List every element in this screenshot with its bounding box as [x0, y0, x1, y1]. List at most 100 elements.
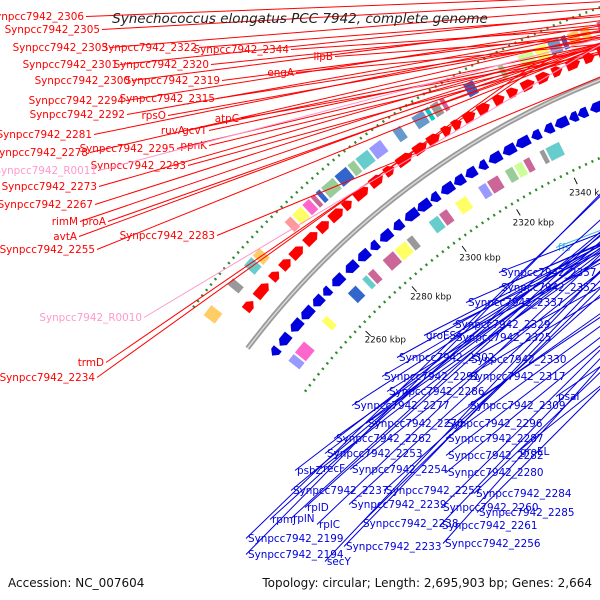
forward-gene-label-leader: [94, 43, 600, 205]
forward-gene-arrow: [252, 283, 269, 301]
reverse-gene-arrow: [543, 122, 556, 134]
rna-gene-label-leader: [143, 44, 600, 318]
cog-block-outer: [368, 139, 389, 160]
reverse-gene-label: rplN: [293, 513, 315, 525]
reverse-gene-arrow: [502, 142, 518, 156]
cog-block-inner: [394, 241, 414, 261]
reverse-gene-label: Synpcc7942_2194: [248, 549, 344, 561]
cog-block-outer: [392, 125, 408, 143]
cog-block-inner: [406, 235, 421, 251]
cog-block-outer: [203, 305, 223, 324]
cog-block-inner: [439, 209, 455, 226]
reverse-gene-label-leader: [304, 241, 600, 508]
forward-gene-arrow: [302, 232, 318, 248]
forward-gene-label: Synpcc7942_2255: [0, 244, 95, 256]
reverse-gene-arrow: [370, 239, 381, 251]
reverse-gene-arrow: [430, 190, 442, 203]
forward-gene-label-leader: [125, 25, 600, 101]
reverse-gene-label: Synpcc7942_2237: [293, 485, 388, 497]
reverse-gene-arrow: [301, 304, 316, 320]
forward-gene-label-leader: [93, 31, 600, 135]
backbone-highlight: [246, 79, 600, 349]
forward-gene-label: trmD: [78, 357, 104, 369]
reverse-gene-arrow: [393, 218, 406, 231]
cog-block-outer: [411, 110, 430, 130]
trna-gene-label: ffs: [558, 242, 571, 254]
reverse-gene-label-leader: [467, 316, 600, 406]
cog-block-inner: [454, 195, 474, 215]
forward-gene-label-leader: [119, 14, 600, 65]
reverse-gene-label-leader: [324, 270, 600, 562]
reverse-gene-arrow: [332, 272, 347, 287]
forward-gene-label: Synpcc7942_2278: [0, 147, 88, 159]
reverse-gene-label: Synpcc7942_2330: [471, 354, 566, 366]
reverse-gene-label: Synpcc7942_2261: [442, 520, 537, 532]
kbp-tick-label: 2280 kbp: [410, 293, 452, 303]
reverse-gene-arrow: [554, 115, 570, 129]
forward-gene-label-leader: [216, 76, 600, 236]
reverse-gene-label: Synpcc7942_2285: [479, 507, 574, 519]
kbp-tick: [461, 245, 467, 252]
reverse-gene-label: Synpcc7942_2199: [248, 533, 343, 545]
forward-gene-arrow: [351, 186, 369, 202]
reverse-gene-arrow: [271, 345, 282, 356]
reverse-gene-label-leader: [396, 245, 600, 358]
reverse-gene-label: Synpcc7942_2262: [336, 433, 431, 445]
reverse-gene-label-leader: [442, 366, 600, 544]
cog-block-outer: [302, 198, 319, 216]
reverse-gene-arrow: [417, 197, 433, 212]
reverse-gene-label: Synpcc7942_2317: [470, 371, 565, 383]
reverse-gene-label-leader: [498, 243, 600, 288]
forward-gene-arrow: [288, 246, 303, 261]
cog-block-outer: [310, 194, 324, 208]
forward-gene-label-leader: [176, 47, 600, 149]
cog-block-outer: [424, 106, 436, 121]
cog-block-inner: [568, 132, 585, 150]
forward-gene-label-leader: [109, 7, 600, 48]
reverse-gene-arrow: [323, 285, 334, 296]
forward-gene-arrow: [596, 47, 600, 59]
reverse-gene-arrow: [345, 259, 360, 273]
reverse-gene-label-leader: [383, 294, 600, 491]
forward-gene-arrow: [440, 125, 452, 138]
reverse-gene-label-leader: [444, 313, 600, 424]
reverse-gene-label-leader: [360, 287, 600, 524]
forward-gene-label: Synpcc7942_2305: [5, 24, 100, 36]
forward-gene-arrow: [278, 259, 291, 272]
forward-gene-label: Synpcc7942_2273: [2, 181, 97, 193]
cog-block-outer: [284, 216, 301, 233]
reverse-gene-label-leader: [365, 259, 600, 424]
reverse-gene-arrow: [577, 106, 590, 119]
forward-gene-arrow: [327, 208, 343, 224]
forward-gene-label-leader: [240, 53, 600, 119]
forward-gene-arrow: [461, 111, 476, 124]
forward-gene-label-leader: [78, 44, 600, 237]
reverse-gene-label-leader: [269, 219, 600, 520]
reverse-gene-label-leader: [445, 337, 600, 456]
forward-gene-label: gcvT: [182, 125, 207, 137]
reverse-gene-arrow: [465, 165, 479, 179]
reverse-gene-label-leader: [343, 280, 600, 547]
topology-summary: Topology: circular; Length: 2,695,903 bp…: [261, 576, 592, 590]
reverse-gene-label: Synpcc7942_2260: [443, 502, 538, 514]
reverse-gene-label-leader: [351, 244, 600, 406]
reverse-gene-arrow: [313, 293, 326, 307]
gene-labels: Synpcc7942_2306Synpcc7942_2305Synpcc7942…: [0, 0, 600, 568]
cog-block-inner: [486, 175, 505, 194]
forward-gene-label: Synpcc7942_2315: [120, 93, 215, 105]
forward-gene-label: avtA: [53, 231, 78, 243]
reverse-gene-label-leader: [498, 232, 600, 273]
forward-gene-arrow: [268, 271, 280, 283]
reverse-gene-label-leader: [316, 254, 600, 525]
cog-block-inner: [288, 354, 305, 370]
reverse-gene-label-leader: [465, 243, 600, 303]
forward-gene-label: Synpcc7942_2283: [120, 230, 215, 242]
reverse-gene-label: Synpcc7942_2253: [327, 448, 422, 460]
reverse-gene-label-leader: [320, 252, 600, 469]
reverse-gene-label-leader: [445, 325, 600, 439]
reverse-gene-label-leader: [333, 249, 600, 439]
forward-gene-label-leader: [290, 28, 600, 50]
cog-block-inner: [478, 182, 493, 200]
forward-gene-label: Synpcc7942_2319: [125, 75, 220, 87]
reverse-gene-label-leader: [324, 247, 600, 454]
